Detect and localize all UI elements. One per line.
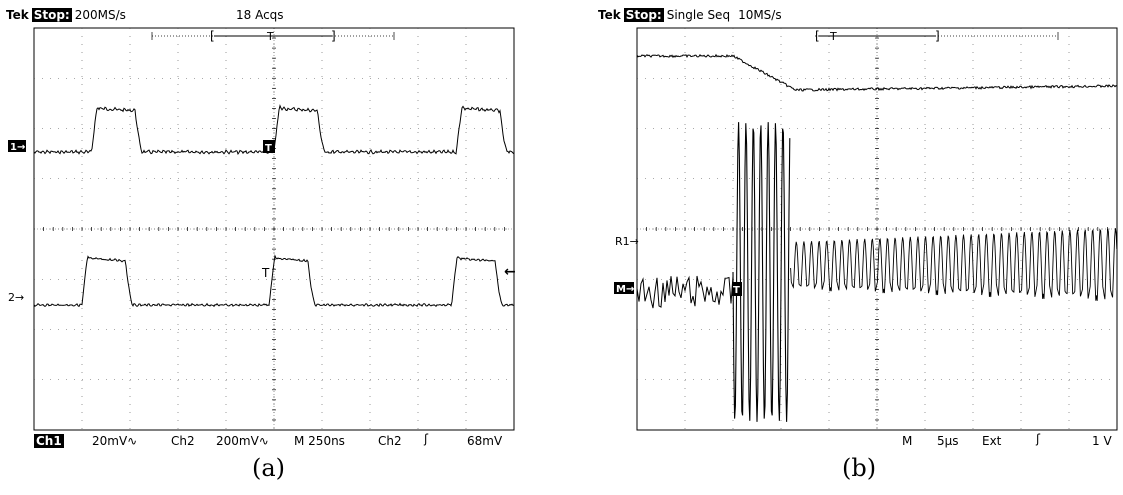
acq-mode: Single Seq [666,8,731,22]
brand-label: Tek [598,8,621,22]
b-math-marker-box [614,282,634,294]
scope-a-screen: [T]1→2→TT← [8,27,516,431]
b-trigger-marker-box [732,282,742,296]
trigger-source: Ext [982,434,1002,448]
slope-icon: ʃ [1036,432,1041,446]
a-window-close: ] [331,29,336,43]
scope-b-header: Tek Stop: Single Seq 10MS/s [598,8,782,22]
a-trigger-marker-2: T [261,266,270,280]
a-ch1-marker-box [8,140,26,152]
a-trigger-level-arrow: ← [504,264,516,280]
a-ch2-marker: 2→ [8,291,24,304]
b-steady-trace [790,228,1118,301]
sample-rate: 10MS/s [738,8,782,22]
b-math-marker: M→ [616,284,634,295]
stop-badge: Stop: [623,8,664,22]
slope-icon: ʃ [424,432,429,446]
ch2-scale: 200mV∿ [216,434,269,448]
sample-rate: 200MS/s [74,8,126,22]
ch1-scale: 20mV∿ [92,434,138,448]
stop-badge: Stop: [31,8,72,22]
a-trigger-marker: T [265,143,272,154]
b-burst-trace [732,122,791,422]
a-window-open: [ [210,29,215,43]
caption-a: (a) [252,454,286,482]
timebase: M 250ns [294,434,345,448]
a-ch1-marker: 1→ [10,142,25,153]
scope-a-header: Tek Stop: 200MS/s [6,8,126,22]
b-envelope-trace [636,53,1118,92]
m-label: M [902,434,913,448]
a-trigger-marker-box [263,140,275,153]
trigger-source: Ch2 [378,434,402,448]
a-ch2-trace [33,254,515,308]
b-noise-trace [636,275,734,309]
b-ref-marker: R1→ [615,235,639,248]
b-window-close: ] [935,29,940,43]
b-trigger-marker: T [733,285,740,296]
ch2-label: Ch2 [171,434,195,448]
timebase: 5µs [937,434,959,448]
b-window-open: [ [815,29,820,43]
caption-b: (b) [842,454,877,482]
acquisition-count: 18 Acqs [236,8,284,22]
ch1-label: Ch1 [34,434,64,448]
trigger-level: 68mV [467,434,503,448]
trigger-level: 1 V [1092,434,1112,448]
scope-b-screen: [T]R1→M→T [614,27,1118,431]
brand-label: Tek [6,8,29,22]
